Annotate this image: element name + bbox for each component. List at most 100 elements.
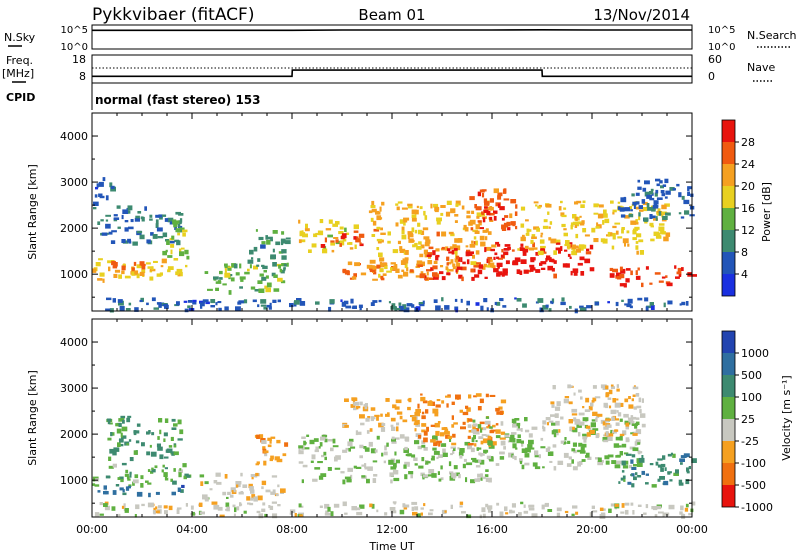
heatmap-cell xyxy=(335,221,338,226)
heatmap-cell xyxy=(522,252,527,256)
heatmap-cell xyxy=(548,226,551,229)
heatmap-cell xyxy=(691,274,697,277)
heatmap-cell xyxy=(546,422,549,426)
heatmap-cell xyxy=(325,510,329,515)
heatmap-cell xyxy=(136,491,143,497)
heatmap-cell xyxy=(180,489,184,493)
heatmap-cell xyxy=(289,512,292,515)
heatmap-cell xyxy=(433,275,439,280)
heatmap-cell xyxy=(104,505,110,511)
x-tick-label: 00:00 xyxy=(676,523,708,536)
heatmap-cell xyxy=(331,249,335,253)
heatmap-cell xyxy=(462,261,466,265)
heatmap-cell xyxy=(180,272,183,277)
heatmap-cell xyxy=(471,276,475,281)
heatmap-cell xyxy=(471,429,477,433)
heatmap-cell xyxy=(176,507,182,510)
heatmap-cell xyxy=(113,217,120,220)
heatmap-cell xyxy=(373,474,378,477)
heatmap-cell xyxy=(480,440,484,445)
heatmap-cell xyxy=(347,467,353,472)
heatmap-cell xyxy=(635,275,641,280)
heatmap-cell xyxy=(392,249,399,254)
heatmap-cell xyxy=(347,441,353,447)
heatmap-cell xyxy=(255,463,259,466)
heatmap-cell xyxy=(661,212,664,218)
heatmap-cell xyxy=(217,506,223,511)
heatmap-cell xyxy=(281,255,287,260)
heatmap-cell xyxy=(540,437,544,441)
heatmap-cell xyxy=(357,431,362,435)
heatmap-cell xyxy=(429,400,432,405)
heatmap-cell xyxy=(500,399,507,404)
heatmap-cell xyxy=(573,450,577,454)
heatmap-cell xyxy=(578,412,585,416)
heatmap-cell xyxy=(473,265,480,268)
heatmap-cell xyxy=(403,218,408,223)
heatmap-cell xyxy=(311,243,317,248)
heatmap-cell xyxy=(384,512,388,516)
heatmap-cell xyxy=(124,220,129,223)
heatmap-cell xyxy=(540,261,547,265)
heatmap-cell xyxy=(533,226,539,230)
heatmap-cell xyxy=(271,501,277,504)
colorbar-swatch xyxy=(722,230,735,252)
heatmap-cell xyxy=(266,304,272,308)
heatmap-cell xyxy=(92,483,96,486)
heatmap-cell xyxy=(404,474,408,480)
heatmap-cell xyxy=(121,435,127,439)
heatmap-cell xyxy=(621,228,624,234)
heatmap-cell xyxy=(414,229,418,234)
heatmap-cell xyxy=(420,396,426,402)
heatmap-cell xyxy=(224,306,229,311)
heatmap-cell xyxy=(390,267,393,271)
heatmap-cell xyxy=(356,511,363,516)
heatmap-cell xyxy=(433,441,438,447)
heatmap-cell xyxy=(456,258,459,263)
heatmap-cell xyxy=(472,254,475,259)
heatmap-cell xyxy=(219,277,223,280)
heatmap-cell xyxy=(485,477,489,482)
heatmap-cell xyxy=(589,430,595,435)
noise-left-tick-top: 10^5 xyxy=(61,25,88,36)
power-x-ticks xyxy=(91,113,693,311)
heatmap-cell xyxy=(481,211,484,215)
heatmap-cell xyxy=(199,511,205,515)
heatmap-cell xyxy=(243,510,247,514)
heatmap-cell xyxy=(435,404,441,408)
heatmap-cell xyxy=(320,244,326,248)
heatmap-cell xyxy=(625,425,629,430)
heatmap-cell xyxy=(682,513,685,518)
heatmap-cell xyxy=(378,422,384,428)
heatmap-cell xyxy=(475,393,482,397)
heatmap-cell xyxy=(499,451,505,455)
heatmap-cell xyxy=(660,190,665,194)
heatmap-cell xyxy=(454,214,459,217)
heatmap-cell xyxy=(341,301,347,307)
heatmap-cell xyxy=(239,263,242,269)
heatmap-cell xyxy=(635,192,640,196)
heatmap-cell xyxy=(587,427,592,431)
noise-right-tick-top: 10^5 xyxy=(708,25,735,36)
heatmap-cell xyxy=(261,480,267,486)
heatmap-cell xyxy=(632,230,637,235)
heatmap-cell xyxy=(222,283,227,286)
heatmap-cell xyxy=(394,406,400,410)
heatmap-cell xyxy=(373,271,377,275)
heatmap-cell xyxy=(359,455,363,459)
heatmap-cell xyxy=(672,453,676,458)
heatmap-cell xyxy=(560,416,564,420)
heatmap-cell xyxy=(476,447,482,450)
heatmap-cell xyxy=(483,209,489,213)
heatmap-cell xyxy=(345,447,349,451)
heatmap-cell xyxy=(528,508,535,511)
heatmap-cell xyxy=(433,260,438,264)
heatmap-cell xyxy=(563,207,567,210)
heatmap-cell xyxy=(524,462,530,466)
heatmap-cell xyxy=(258,288,265,293)
heatmap-cell xyxy=(454,238,459,243)
heatmap-cell xyxy=(444,305,450,310)
heatmap-cell xyxy=(458,274,463,279)
heatmap-cell xyxy=(685,479,690,485)
heatmap-cell xyxy=(423,210,426,216)
